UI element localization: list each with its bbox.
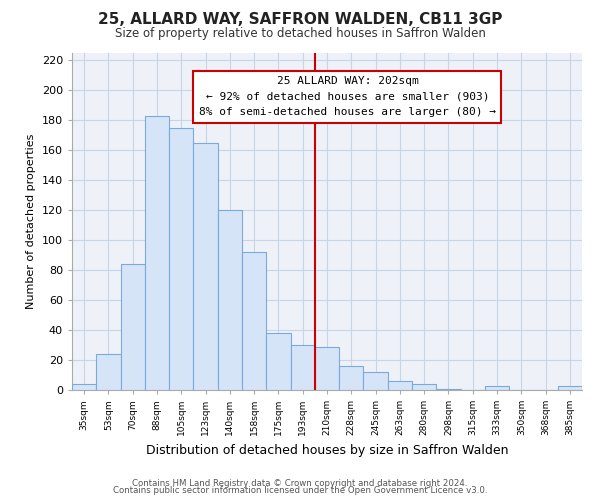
Bar <box>266 333 290 390</box>
Bar <box>72 384 96 390</box>
Text: 25, ALLARD WAY, SAFFRON WALDEN, CB11 3GP: 25, ALLARD WAY, SAFFRON WALDEN, CB11 3GP <box>98 12 502 28</box>
Bar <box>388 381 412 390</box>
Bar <box>96 354 121 390</box>
Bar <box>485 386 509 390</box>
Text: Contains HM Land Registry data © Crown copyright and database right 2024.: Contains HM Land Registry data © Crown c… <box>132 478 468 488</box>
Y-axis label: Number of detached properties: Number of detached properties <box>26 134 36 309</box>
Bar <box>412 384 436 390</box>
Bar <box>193 142 218 390</box>
Text: Contains public sector information licensed under the Open Government Licence v3: Contains public sector information licen… <box>113 486 487 495</box>
Bar <box>218 210 242 390</box>
Text: Size of property relative to detached houses in Saffron Walden: Size of property relative to detached ho… <box>115 28 485 40</box>
Bar <box>242 252 266 390</box>
Bar <box>145 116 169 390</box>
X-axis label: Distribution of detached houses by size in Saffron Walden: Distribution of detached houses by size … <box>146 444 508 456</box>
Bar <box>290 345 315 390</box>
Bar <box>339 366 364 390</box>
Text: 25 ALLARD WAY: 202sqm
← 92% of detached houses are smaller (903)
8% of semi-deta: 25 ALLARD WAY: 202sqm ← 92% of detached … <box>199 76 496 118</box>
Bar <box>436 388 461 390</box>
Bar <box>558 386 582 390</box>
Bar <box>364 372 388 390</box>
Bar <box>315 346 339 390</box>
Bar <box>121 264 145 390</box>
Bar <box>169 128 193 390</box>
